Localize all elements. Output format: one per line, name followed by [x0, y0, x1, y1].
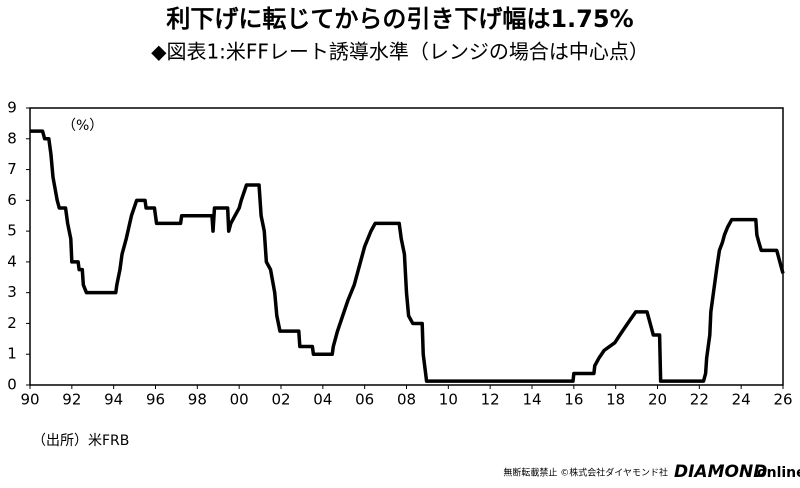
x-tick-label: 26: [773, 391, 792, 409]
x-tick-label: 06: [355, 391, 374, 409]
y-tick-label: 6: [7, 191, 17, 209]
y-tick-label: 5: [7, 222, 17, 240]
y-tick-label: 3: [7, 283, 17, 301]
chart-title: 利下げに転じてからの引き下げ幅は1.75%: [166, 5, 633, 33]
chart-subtitle: ◆図表1:米FFレート誘導水準（レンジの場合は中心点）: [151, 40, 649, 64]
x-tick-label: 92: [62, 391, 81, 409]
source-note: （出所）米FRB: [32, 433, 129, 449]
y-tick-label: 0: [7, 376, 17, 394]
x-tick-label: 24: [732, 391, 751, 409]
y-tick-label: 2: [7, 314, 17, 332]
y-tick-label: 7: [7, 160, 17, 178]
x-tick-label: 94: [104, 391, 123, 409]
x-tick-label: 12: [481, 391, 500, 409]
brand-suffix: online: [757, 465, 800, 481]
x-tick-label: 96: [146, 391, 165, 409]
x-tick-label: 00: [230, 391, 249, 409]
x-tick-label: 14: [522, 391, 541, 409]
x-tick-label: 22: [690, 391, 709, 409]
x-tick-label: 02: [271, 391, 290, 409]
x-tick-label: 10: [439, 391, 458, 409]
copyright-notice: 無断転載禁止 ©株式会社ダイヤモンド社: [503, 467, 668, 479]
x-tick-label: 18: [606, 391, 625, 409]
data-line: [30, 129, 785, 383]
y-tick-label: 1: [7, 345, 17, 363]
x-tick-label: 16: [564, 391, 583, 409]
brand-name: DIAMOND: [674, 462, 767, 482]
x-tick-label: 90: [20, 391, 39, 409]
y-tick-label: 4: [7, 252, 17, 270]
x-tick-label: 04: [313, 391, 332, 409]
x-tick-label: 98: [188, 391, 207, 409]
x-tick-label: 20: [648, 391, 667, 409]
y-unit-label: （%）: [62, 118, 103, 134]
plot-frame: [29, 107, 784, 386]
x-tick-label: 08: [397, 391, 416, 409]
y-tick-label: 8: [7, 129, 17, 147]
y-tick-label: 9: [7, 99, 17, 117]
